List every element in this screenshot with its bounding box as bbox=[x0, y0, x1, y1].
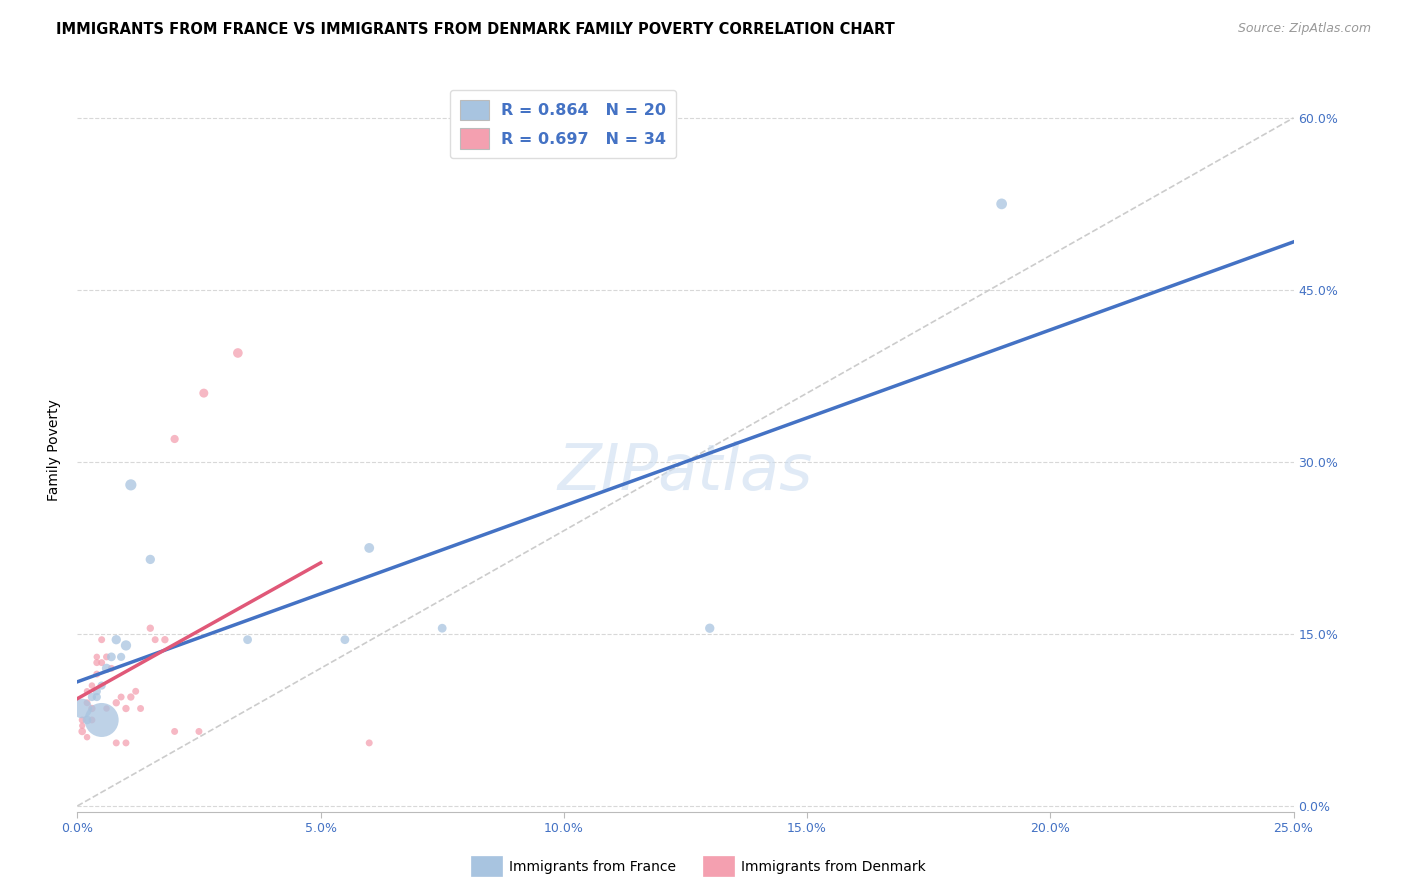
Point bbox=[86, 684, 108, 698]
Point bbox=[70, 724, 93, 739]
Point bbox=[163, 432, 186, 446]
Text: IMMIGRANTS FROM FRANCE VS IMMIGRANTS FROM DENMARK FAMILY POVERTY CORRELATION CHA: IMMIGRANTS FROM FRANCE VS IMMIGRANTS FRO… bbox=[56, 22, 896, 37]
Point bbox=[153, 632, 176, 647]
Point bbox=[76, 713, 98, 727]
Point bbox=[120, 690, 142, 704]
Point bbox=[226, 346, 249, 360]
Text: Immigrants from France: Immigrants from France bbox=[509, 860, 676, 874]
Point bbox=[105, 632, 128, 647]
Point bbox=[86, 690, 108, 704]
Point bbox=[333, 632, 356, 647]
Point bbox=[100, 649, 122, 664]
Text: Source: ZipAtlas.com: Source: ZipAtlas.com bbox=[1237, 22, 1371, 36]
Point bbox=[143, 632, 166, 647]
Point bbox=[105, 696, 128, 710]
Point bbox=[70, 713, 93, 727]
Point bbox=[139, 621, 162, 635]
Point bbox=[80, 713, 103, 727]
Legend: R = 0.864   N = 20, R = 0.697   N = 34: R = 0.864 N = 20, R = 0.697 N = 34 bbox=[450, 90, 676, 158]
Point bbox=[236, 632, 259, 647]
Point bbox=[105, 736, 128, 750]
Point bbox=[70, 701, 93, 715]
Point bbox=[96, 661, 118, 675]
Point bbox=[115, 736, 138, 750]
Point bbox=[86, 656, 108, 670]
Point bbox=[359, 541, 381, 555]
Point bbox=[90, 679, 112, 693]
Point bbox=[193, 386, 215, 401]
Point bbox=[90, 713, 112, 727]
Point bbox=[990, 197, 1012, 211]
Text: ZIPatlas: ZIPatlas bbox=[558, 442, 813, 503]
Point bbox=[76, 730, 98, 744]
Point bbox=[80, 701, 103, 715]
Point bbox=[90, 656, 112, 670]
Point bbox=[699, 621, 721, 635]
Point bbox=[139, 552, 162, 566]
Point bbox=[80, 690, 103, 704]
Point bbox=[125, 684, 148, 698]
Point bbox=[96, 649, 118, 664]
Point bbox=[100, 661, 122, 675]
Point bbox=[110, 649, 132, 664]
Point bbox=[76, 696, 98, 710]
Point bbox=[115, 639, 138, 653]
Point bbox=[359, 736, 381, 750]
Point bbox=[86, 649, 108, 664]
Point bbox=[76, 684, 98, 698]
Point bbox=[90, 632, 112, 647]
Point bbox=[115, 701, 138, 715]
Point bbox=[120, 478, 142, 492]
Point bbox=[80, 679, 103, 693]
Text: Immigrants from Denmark: Immigrants from Denmark bbox=[741, 860, 925, 874]
Y-axis label: Family Poverty: Family Poverty bbox=[48, 400, 62, 501]
Point bbox=[70, 719, 93, 733]
Point bbox=[432, 621, 454, 635]
Point bbox=[163, 724, 186, 739]
Point bbox=[86, 667, 108, 681]
Point bbox=[96, 701, 118, 715]
Point bbox=[129, 701, 152, 715]
Point bbox=[188, 724, 211, 739]
Point bbox=[110, 690, 132, 704]
